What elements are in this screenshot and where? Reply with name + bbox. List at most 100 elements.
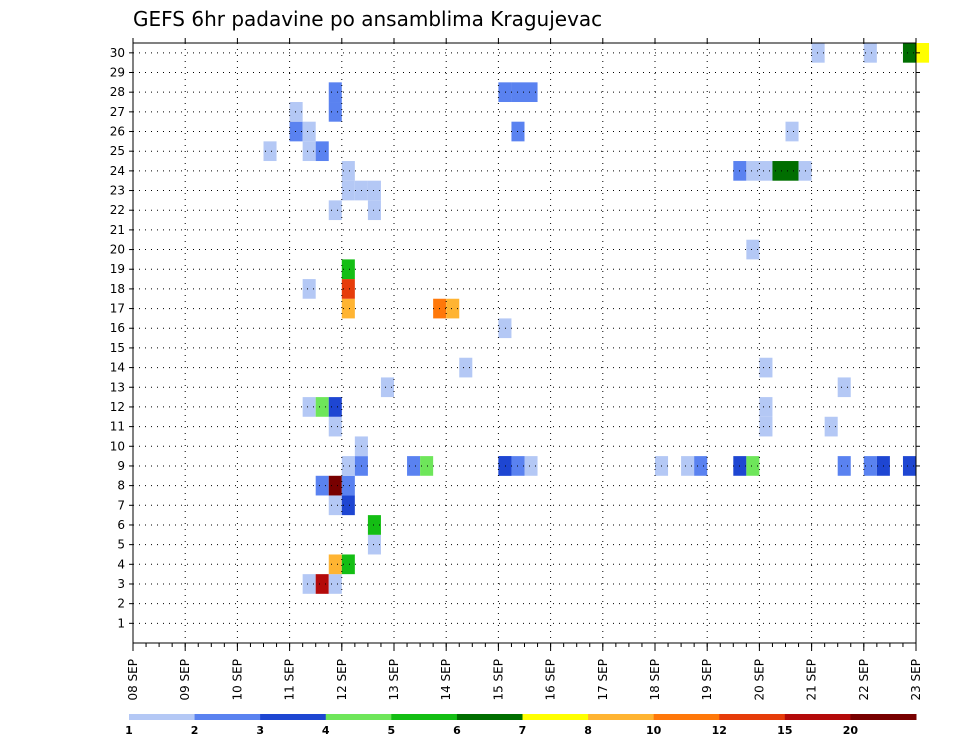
y-tick-label: 12: [110, 400, 125, 414]
y-tick-label: 28: [110, 85, 125, 99]
legend-label: 7: [519, 724, 527, 737]
y-tick-label: 11: [110, 420, 125, 434]
x-tick-label: 14 SEP: [439, 659, 453, 701]
heatmap-cell: [407, 456, 421, 476]
y-tick-label: 7: [117, 498, 125, 512]
heatmap-cell: [302, 397, 316, 417]
legend-label: 4: [322, 724, 330, 737]
heatmap-cell: [328, 82, 342, 103]
y-tick-label: 3: [117, 577, 125, 591]
x-tick-label: 20 SEP: [752, 659, 766, 701]
y-tick-label: 18: [110, 282, 125, 296]
heatmap-cell: [746, 239, 760, 260]
heatmap-cell: [759, 357, 773, 378]
heatmap-cell: [315, 397, 329, 417]
heatmap-cell: [341, 180, 355, 201]
heatmap-cell: [341, 475, 355, 496]
heatmap-cell: [746, 456, 760, 476]
heatmap-cell: [498, 456, 512, 476]
color-legend: 1 2 3 4 5 6 7 8 10 12 15 20: [125, 714, 917, 737]
heatmap-cell: [524, 456, 538, 476]
heatmap-cell: [263, 141, 277, 162]
x-tick-label: 23 SEP: [909, 659, 923, 701]
heatmap-cell: [302, 121, 316, 142]
y-tick-label: 4: [117, 557, 125, 571]
heatmap-cell: [289, 121, 303, 142]
heatmap-cell: [367, 515, 381, 535]
x-tick-label: 21 SEP: [805, 659, 819, 701]
legend-label: 10: [646, 724, 662, 737]
y-tick-label: 30: [110, 46, 125, 60]
heatmap-cell: [785, 121, 799, 142]
legend-label: 8: [584, 724, 592, 737]
y-tick-label: 16: [110, 321, 125, 335]
heatmap-cell: [524, 82, 538, 103]
y-tick-label: 14: [110, 361, 125, 375]
y-tick-label: 19: [110, 262, 125, 276]
heatmap-cell: [863, 456, 877, 476]
heatmap-cell: [341, 279, 355, 299]
heatmap-cell: [863, 43, 877, 63]
heatmap-cell: [916, 43, 930, 63]
y-tick-label: 21: [110, 223, 125, 237]
x-tick-label: 19 SEP: [700, 659, 714, 701]
heatmap-cell: [837, 456, 851, 476]
x-tick-label: 22 SEP: [857, 659, 871, 701]
heatmap-cell: [328, 495, 342, 516]
heatmap-cell: [341, 161, 355, 181]
heatmap-cell: [420, 456, 434, 476]
heatmap-cell: [328, 397, 342, 417]
y-tick-label: 27: [110, 105, 125, 119]
x-tick-label: 18 SEP: [648, 659, 662, 701]
y-tick-label: 23: [110, 184, 125, 198]
y-tick-label: 8: [117, 479, 125, 493]
y-tick-label: 1: [117, 616, 125, 630]
legend-label: 5: [388, 724, 396, 737]
legend-swatch: [719, 714, 786, 720]
heatmap-cell: [367, 534, 381, 555]
x-tick-label: 16 SEP: [544, 659, 558, 701]
x-tick-label: 12 SEP: [335, 659, 349, 701]
heatmap-cell: [302, 141, 316, 162]
y-tick-label: 10: [110, 439, 125, 453]
heatmap-cell: [328, 574, 342, 594]
y-tick-label: 24: [110, 164, 125, 178]
legend-swatch: [325, 714, 392, 720]
x-tick-label: 10 SEP: [230, 659, 244, 701]
x-axis: 08 SEP 09 SEP 10 SEP 11 SEP 12 SEP 13 SEP 14 S…: [126, 38, 923, 701]
y-tick-label: 25: [110, 144, 125, 158]
heatmap-cell: [341, 495, 355, 516]
y-tick-label: 29: [110, 66, 125, 80]
y-tick-label: 20: [110, 243, 125, 257]
y-tick-label: 15: [110, 341, 125, 355]
heatmap-cell: [289, 102, 303, 122]
x-tick-label: 08 SEP: [126, 659, 140, 701]
heatmap-cell: [759, 397, 773, 417]
y-tick-label: 26: [110, 125, 125, 139]
heatmap-cell: [302, 574, 316, 594]
legend-label: 12: [712, 724, 727, 737]
heatmap-cell: [380, 377, 394, 398]
chart-title: GEFS 6hr padavine po ansamblima Kragujev…: [133, 7, 602, 31]
legend-swatch: [653, 714, 720, 720]
legend-label: 6: [453, 724, 461, 737]
legend-swatch: [260, 714, 327, 720]
heatmap-cell: [341, 456, 355, 476]
legend-swatch: [391, 714, 458, 720]
heatmap-cell: [498, 318, 512, 339]
heatmap-cell: [341, 259, 355, 280]
legend-label: 2: [191, 724, 199, 737]
x-tick-label: 15 SEP: [491, 659, 505, 701]
heatmap-cell: [811, 43, 825, 63]
legend-swatch: [129, 714, 196, 720]
x-tick-label: 11 SEP: [283, 659, 297, 701]
heatmap-cell: [341, 554, 355, 575]
heatmap-cell: [341, 298, 355, 319]
heatmap-cell: [367, 200, 381, 221]
heatmap-cell: [681, 456, 695, 476]
heatmap-cell: [446, 298, 460, 319]
legend-swatch: [194, 714, 261, 720]
y-tick-label: 22: [110, 203, 125, 217]
legend-label: 3: [256, 724, 264, 737]
y-tick-label: 2: [117, 597, 125, 611]
